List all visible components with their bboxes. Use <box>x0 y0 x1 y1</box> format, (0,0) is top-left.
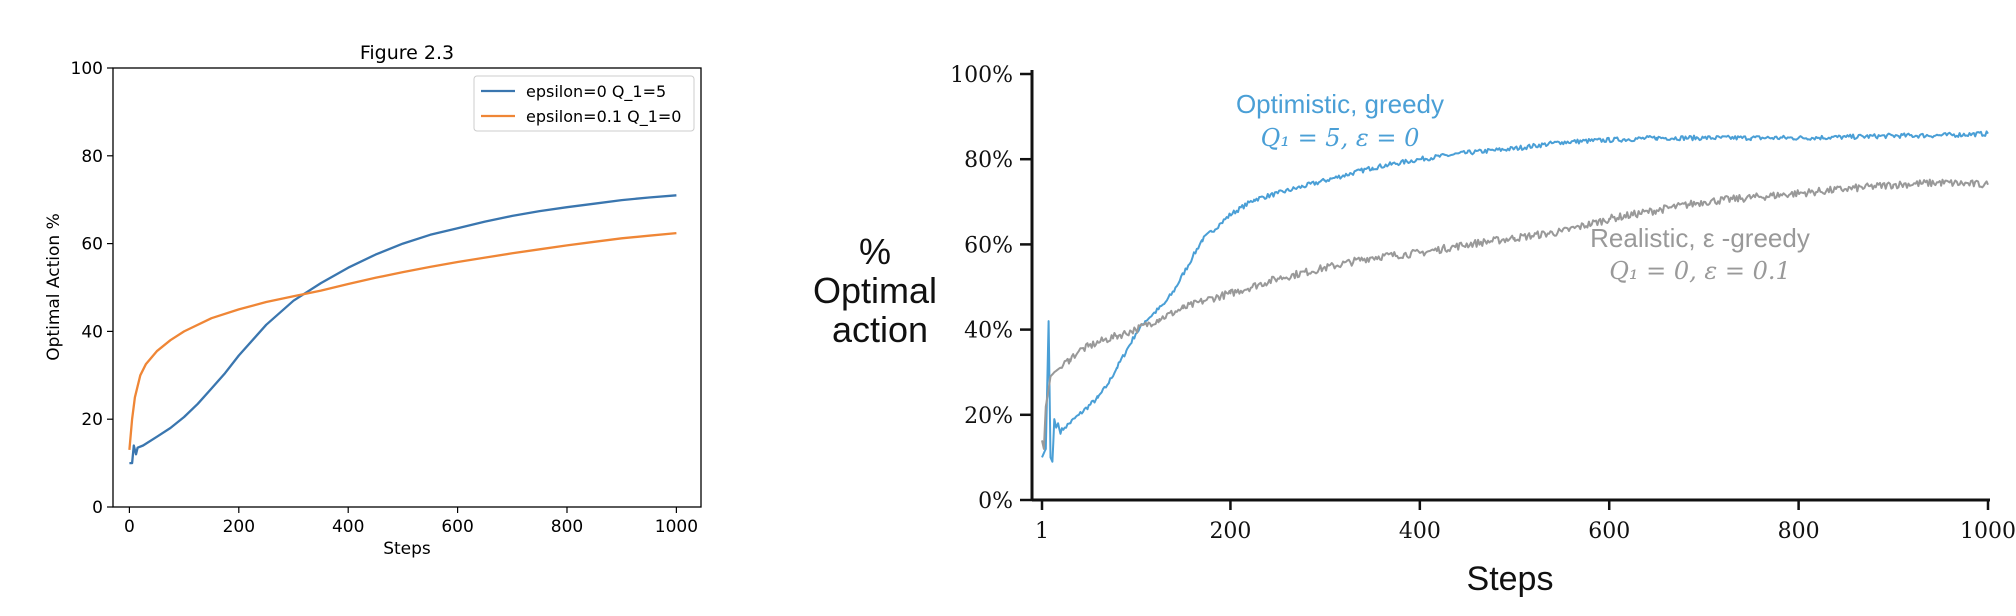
left-series-line-2 <box>128 231 677 451</box>
left-y-tick-label: 40 <box>81 322 103 342</box>
right-y-axis-label-line-1: % <box>859 231 891 272</box>
right-x-tick-label: 200 <box>1209 519 1251 544</box>
left-x-tick-label: 200 <box>223 517 255 537</box>
left-legend-label-2: epsilon=0.1 Q_1=0 <box>526 107 681 127</box>
right-annotation-optimistic: Optimistic, greedy Q₁ = 5, ε = 0 <box>1236 89 1444 152</box>
right-y-tick-label: 20% <box>964 404 1013 429</box>
left-legend-label-1: epsilon=0 Q_1=5 <box>526 82 666 102</box>
optimistic-label: Optimistic, greedy <box>1236 89 1444 119</box>
left-y-tick-label: 60 <box>81 235 103 255</box>
realistic-label: Realistic, ε -greedy <box>1590 223 1810 253</box>
right-y-axis-label-line-3: action <box>832 309 928 350</box>
left-x-tick-label: 400 <box>332 517 364 537</box>
left-legend-box <box>473 75 695 132</box>
left-series <box>128 194 677 465</box>
right-x-tick-label: 1000 <box>1960 519 2016 544</box>
left-y-tick-label: 80 <box>81 147 103 167</box>
left-x-ticks: 0 200 400 600 800 1000 <box>124 507 698 537</box>
left-y-tick-label: 0 <box>92 498 103 518</box>
right-y-tick-label: 40% <box>964 319 1013 344</box>
right-x-axis-label: Steps <box>1467 560 1554 598</box>
right-y-tick-label: 80% <box>964 148 1013 173</box>
optimistic-params: Q₁ = 5, ε = 0 <box>1261 124 1420 152</box>
right-series <box>1041 130 1989 463</box>
right-y-axis-label-line-2: Optimal <box>813 270 937 311</box>
right-x-ticks: 1 200 400 600 800 1000 <box>1035 500 2016 544</box>
right-y-ticks: 0% 20% 40% 60% 80% 100% <box>950 63 1032 514</box>
right-x-tick-label: 600 <box>1588 519 1630 544</box>
left-plot-frame <box>112 67 702 508</box>
left-y-ticks: 0 20 40 60 80 100 <box>71 59 113 518</box>
right-x-tick-label: 800 <box>1778 519 1820 544</box>
left-x-axis-label: Steps <box>383 539 431 559</box>
left-x-tick-label: 800 <box>551 517 583 537</box>
left-x-tick-label: 600 <box>441 517 473 537</box>
left-chart-title: Figure 2.3 <box>360 42 454 64</box>
right-x-tick-label: 1 <box>1035 519 1049 544</box>
right-series-line-1 <box>1041 130 1989 463</box>
right-y-tick-label: 0% <box>978 489 1013 514</box>
right-y-tick-label: 100% <box>950 63 1013 88</box>
right-annotation-realistic: Realistic, ε -greedy Q₁ = 0, ε = 0.1 <box>1590 223 1810 285</box>
left-x-tick-label: 0 <box>124 517 135 537</box>
right-y-axis-label: % Optimal action <box>813 231 947 350</box>
left-x-tick-label: 1000 <box>655 517 698 537</box>
realistic-params: Q₁ = 0, ε = 0.1 <box>1609 257 1791 285</box>
left-legend: epsilon=0 Q_1=5 epsilon=0.1 Q_1=0 <box>473 75 695 132</box>
right-y-tick-label: 60% <box>964 233 1013 258</box>
left-y-tick-label: 20 <box>81 410 103 430</box>
right-series-line-2 <box>1041 178 1989 450</box>
left-chart: Figure 2.3 Steps Optimal Action % 0 200 40… <box>44 42 702 559</box>
right-x-tick-label: 400 <box>1399 519 1441 544</box>
left-series-line-1 <box>129 194 677 465</box>
left-y-axis-label: Optimal Action % <box>44 213 64 360</box>
right-chart: % Optimal action Steps 1 200 400 600 800 1000… <box>813 63 2016 598</box>
left-y-tick-label: 100 <box>71 59 103 79</box>
